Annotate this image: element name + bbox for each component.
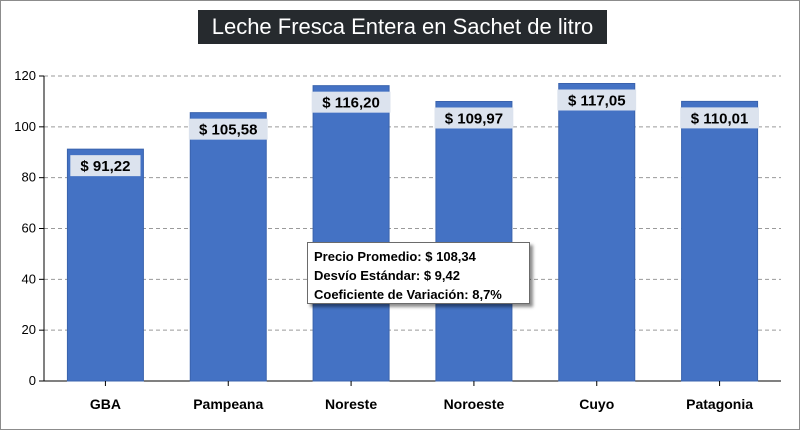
y-tick-label: 20	[22, 322, 36, 337]
bar	[312, 85, 390, 382]
y-tick-label: 0	[29, 373, 36, 388]
x-tick-label: Noreste	[325, 396, 377, 412]
y-tick-label: 100	[14, 119, 36, 134]
chart-title: Leche Fresca Entera en Sachet de litro	[198, 10, 607, 44]
bar	[681, 100, 759, 382]
stat-std-value: $ 9,42	[423, 268, 460, 283]
x-tick-label: Patagonia	[686, 396, 753, 412]
data-label-bg	[434, 107, 514, 129]
x-tick-label: GBA	[90, 396, 121, 412]
data-label: $ 109,97	[445, 110, 503, 127]
stat-cv-label: Coeficiente de Variación:	[314, 287, 469, 302]
x-tick-label: Pampeana	[193, 396, 263, 412]
y-tick-label: 120	[14, 68, 36, 83]
y-tick-label: 60	[22, 221, 36, 236]
stat-cv-value: 8,7%	[472, 287, 502, 302]
data-label: $ 105,58	[199, 122, 257, 139]
data-label: $ 110,01	[691, 110, 749, 127]
bar	[558, 82, 636, 382]
y-tick-label: 40	[22, 271, 36, 286]
data-label: $ 117,05	[568, 92, 626, 109]
data-label-bg	[680, 107, 759, 129]
stat-mean-value: $ 108,34	[425, 249, 476, 264]
data-label-bg	[311, 91, 391, 113]
bar	[435, 100, 513, 382]
stat-cv: Coeficiente de Variación: 8,7%	[314, 285, 529, 304]
data-label-bg	[188, 118, 268, 140]
data-label: $ 91,22	[80, 158, 130, 175]
x-tick-label: Noroeste	[444, 396, 505, 412]
stat-std-label: Desvío Estándar:	[314, 268, 421, 283]
stat-mean: Precio Promedio: $ 108,34	[314, 247, 529, 266]
stats-box: Precio Promedio: $ 108,34 Desvío Estánda…	[307, 242, 530, 304]
data-label: $ 116,20	[322, 95, 380, 112]
stat-mean-label: Precio Promedio:	[314, 249, 422, 264]
x-tick-label: Cuyo	[579, 396, 614, 412]
stat-std: Desvío Estándar: $ 9,42	[314, 266, 529, 285]
bar	[189, 112, 267, 382]
bar	[66, 148, 144, 382]
data-label-bg	[70, 155, 141, 177]
y-tick-label: 80	[22, 170, 36, 185]
data-label-bg	[557, 89, 637, 111]
